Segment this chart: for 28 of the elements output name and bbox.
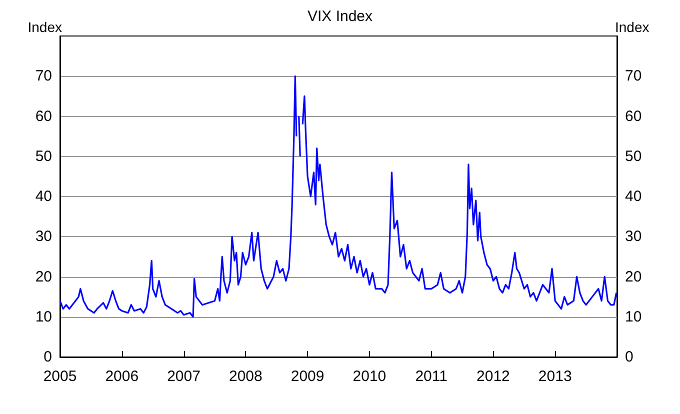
y-tick-label: 40 bbox=[35, 188, 52, 205]
x-tick-label: 2012 bbox=[476, 368, 510, 385]
x-tick-label: 2005 bbox=[43, 368, 77, 385]
y-tick-label: 50 bbox=[35, 148, 52, 165]
y2-tick-label: 50 bbox=[625, 148, 642, 165]
x-tick-label: 2010 bbox=[352, 368, 386, 385]
y-tick-label: 70 bbox=[35, 68, 52, 85]
y2-tick-label: 0 bbox=[625, 348, 634, 366]
x-tick-label: 2008 bbox=[228, 368, 262, 385]
x-tick-label: 2009 bbox=[290, 368, 324, 385]
chart-title: VIX Index bbox=[307, 8, 374, 25]
y-tick-label: 60 bbox=[35, 108, 52, 125]
y-axis-title: Index bbox=[28, 19, 62, 35]
y2-tick-label: 10 bbox=[625, 308, 642, 326]
y2-tick-label: 30 bbox=[625, 228, 642, 246]
y-tick-label: 20 bbox=[35, 268, 52, 286]
x-tick-label: 2007 bbox=[167, 368, 200, 385]
y2-tick-label: 60 bbox=[625, 108, 642, 125]
y2-tick-label: 70 bbox=[625, 68, 642, 85]
x-tick-label: 2006 bbox=[105, 368, 139, 385]
x-tick-label: 2011 bbox=[415, 368, 448, 385]
y-tick-label: 30 bbox=[35, 228, 52, 246]
y-tick-label: 10 bbox=[35, 308, 52, 326]
y-tick-label: 0 bbox=[44, 348, 52, 366]
y2-axis-title: Index bbox=[615, 19, 650, 35]
x-tick-label: 2013 bbox=[538, 368, 572, 385]
y2-tick-label: 40 bbox=[625, 188, 642, 205]
y2-tick-label: 20 bbox=[625, 268, 642, 286]
